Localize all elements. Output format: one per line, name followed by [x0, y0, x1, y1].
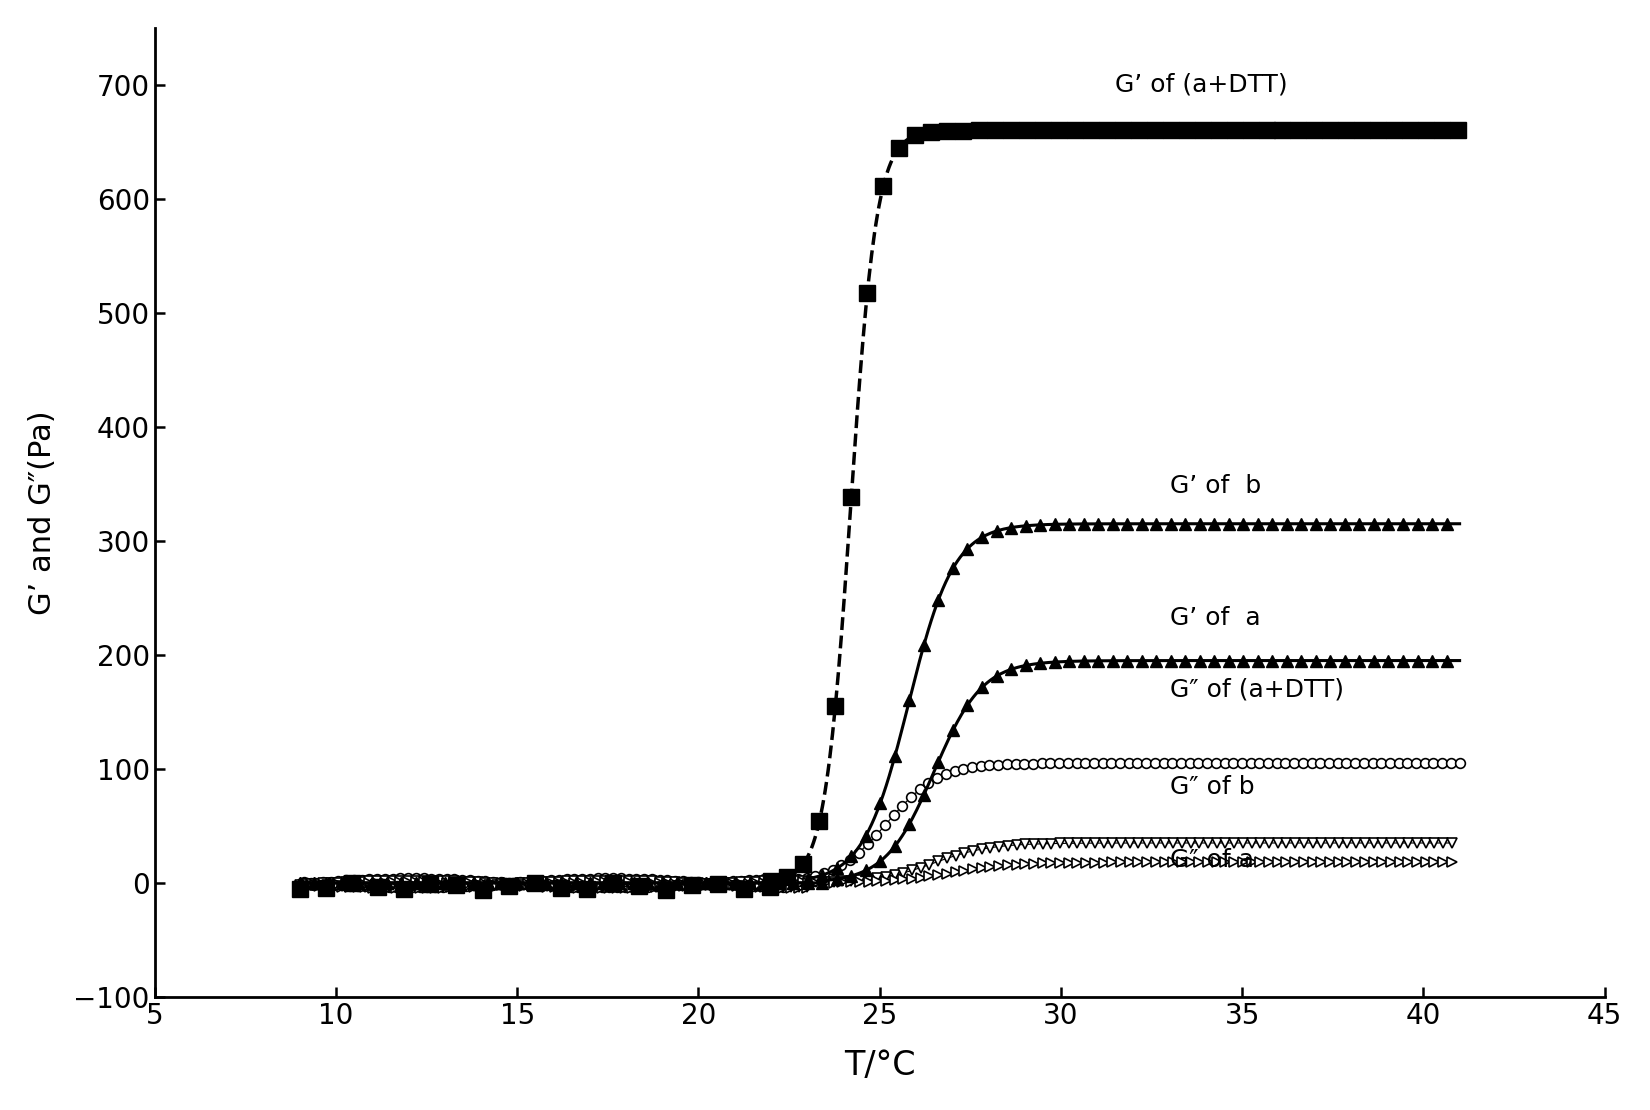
Text: G″ of a: G″ of a	[1170, 848, 1254, 872]
Y-axis label: G’ and G″(Pa): G’ and G″(Pa)	[28, 410, 56, 615]
Text: G″ of b: G″ of b	[1170, 775, 1254, 799]
Text: G’ of (a+DTT): G’ of (a+DTT)	[1115, 73, 1289, 97]
Text: G’ of  a: G’ of a	[1170, 606, 1261, 630]
Text: G’ of  b: G’ of b	[1170, 474, 1261, 498]
X-axis label: T/°C: T/°C	[843, 1049, 916, 1082]
Text: G″ of (a+DTT): G″ of (a+DTT)	[1170, 677, 1343, 702]
